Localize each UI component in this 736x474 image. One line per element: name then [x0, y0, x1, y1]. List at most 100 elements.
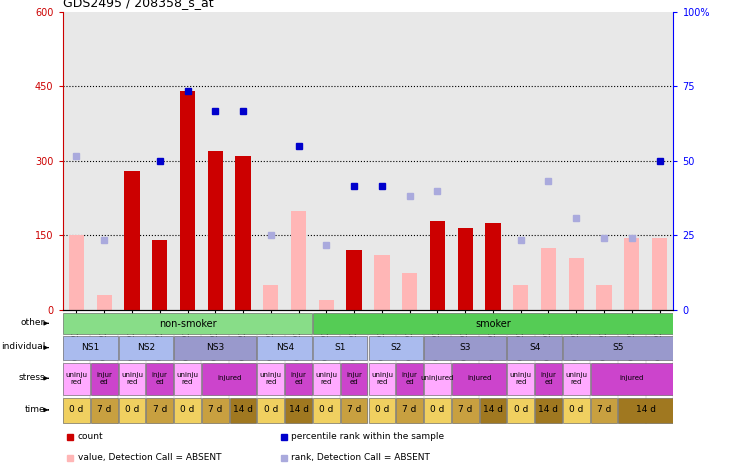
Bar	[507, 363, 534, 395]
Bar	[563, 363, 590, 395]
Bar	[202, 398, 229, 423]
Text: rank, Detection Call = ABSENT: rank, Detection Call = ABSENT	[291, 453, 431, 462]
Text: count: count	[77, 432, 103, 441]
Bar	[63, 398, 90, 423]
Text: 0 d: 0 d	[431, 405, 445, 414]
Bar	[424, 336, 506, 360]
Text: individual: individual	[1, 342, 45, 351]
Text: uninju
red: uninju red	[565, 372, 587, 385]
Bar	[618, 398, 673, 423]
Text: S2: S2	[390, 343, 401, 352]
Text: other: other	[21, 318, 45, 327]
Bar	[174, 363, 201, 395]
Text: S5: S5	[612, 343, 623, 352]
Text: 0 d: 0 d	[569, 405, 584, 414]
Text: NS2: NS2	[137, 343, 155, 352]
Bar	[258, 363, 284, 395]
Bar	[596, 285, 612, 310]
Bar	[369, 363, 395, 395]
Text: 14 d: 14 d	[483, 405, 503, 414]
Text: non-smoker: non-smoker	[159, 319, 216, 329]
Bar	[174, 336, 256, 360]
Bar	[63, 336, 118, 360]
Bar	[291, 210, 306, 310]
Text: uninju
red: uninju red	[371, 372, 393, 385]
Bar	[118, 398, 145, 423]
Text: stress: stress	[18, 373, 45, 382]
Text: 7 d: 7 d	[597, 405, 611, 414]
Bar	[230, 398, 256, 423]
Bar	[347, 250, 362, 310]
Text: 7 d: 7 d	[208, 405, 222, 414]
Text: injured: injured	[620, 375, 644, 381]
Text: GDS2495 / 208358_s_at: GDS2495 / 208358_s_at	[63, 0, 213, 9]
Bar	[396, 363, 423, 395]
Text: uninju
red: uninju red	[121, 372, 143, 385]
Bar	[458, 228, 473, 310]
Bar	[258, 336, 312, 360]
Bar	[480, 398, 506, 423]
Bar	[369, 398, 395, 423]
Bar	[341, 363, 367, 395]
Bar	[286, 398, 312, 423]
Text: injur
ed: injur ed	[291, 372, 306, 385]
Bar	[180, 91, 195, 310]
Bar	[374, 255, 389, 310]
Text: smoker: smoker	[475, 319, 511, 329]
Bar	[591, 363, 673, 395]
Text: NS4: NS4	[276, 343, 294, 352]
Text: 0 d: 0 d	[69, 405, 84, 414]
Text: 0 d: 0 d	[263, 405, 278, 414]
Bar	[263, 285, 278, 310]
Bar	[313, 336, 367, 360]
Text: injur
ed: injur ed	[402, 372, 417, 385]
Bar	[118, 363, 145, 395]
Text: uninju
red: uninju red	[66, 372, 88, 385]
Text: 7 d: 7 d	[403, 405, 417, 414]
Bar	[313, 398, 340, 423]
Text: uninju
red: uninju red	[260, 372, 282, 385]
Text: 7 d: 7 d	[97, 405, 111, 414]
Text: 7 d: 7 d	[458, 405, 473, 414]
Bar	[452, 363, 506, 395]
Text: S4: S4	[529, 343, 540, 352]
Bar	[535, 398, 562, 423]
Text: percentile rank within the sample: percentile rank within the sample	[291, 432, 445, 441]
Bar	[208, 151, 223, 310]
Bar	[513, 285, 528, 310]
Bar	[118, 336, 173, 360]
Bar	[485, 223, 500, 310]
Bar	[624, 238, 640, 310]
Bar	[541, 248, 556, 310]
Text: injured: injured	[217, 375, 241, 381]
Text: 7 d: 7 d	[152, 405, 167, 414]
Bar	[96, 295, 112, 310]
Text: NS1: NS1	[81, 343, 99, 352]
Text: injur
ed: injur ed	[346, 372, 362, 385]
Text: uninju
red: uninju red	[510, 372, 531, 385]
Text: 14 d: 14 d	[636, 405, 656, 414]
Bar	[258, 398, 284, 423]
Bar	[591, 398, 618, 423]
Text: NS3: NS3	[206, 343, 224, 352]
Text: 0 d: 0 d	[319, 405, 333, 414]
Bar	[91, 398, 118, 423]
Bar	[236, 156, 251, 310]
Text: value, Detection Call = ABSENT: value, Detection Call = ABSENT	[77, 453, 221, 462]
Text: uninju
red: uninju red	[315, 372, 337, 385]
Bar	[341, 398, 367, 423]
Text: injured: injured	[467, 375, 491, 381]
Text: 7 d: 7 d	[347, 405, 361, 414]
Bar	[91, 363, 118, 395]
Text: injur
ed: injur ed	[540, 372, 556, 385]
Bar	[313, 313, 673, 334]
Bar	[430, 220, 445, 310]
Text: uninju
red: uninju red	[177, 372, 199, 385]
Bar	[63, 363, 90, 395]
Text: 0 d: 0 d	[125, 405, 139, 414]
Bar	[563, 398, 590, 423]
Text: 14 d: 14 d	[539, 405, 559, 414]
Bar	[68, 236, 84, 310]
Text: uninjured: uninjured	[421, 375, 454, 381]
Text: injur
ed: injur ed	[152, 372, 168, 385]
